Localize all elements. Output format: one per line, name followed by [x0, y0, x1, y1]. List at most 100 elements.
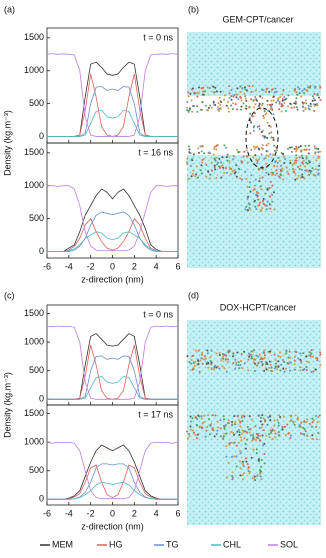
- molecule-dot: [290, 106, 293, 109]
- molecule-dot: [197, 147, 200, 150]
- molecule-dot: [275, 172, 278, 175]
- molecule-dot: [231, 107, 234, 110]
- molecule-dot: [301, 173, 304, 176]
- molecule-dot: [260, 188, 263, 191]
- molecule-dot: [315, 159, 318, 162]
- molecule-dot: [235, 455, 238, 458]
- molecule-dot: [241, 367, 244, 370]
- molecule-dot: [195, 424, 198, 427]
- molecule-dot: [196, 433, 199, 436]
- molecule-dot: [224, 94, 227, 97]
- molecule-dot: [275, 169, 278, 172]
- molecule-dot: [263, 349, 266, 352]
- molecule-dot: [317, 96, 320, 99]
- molecule-dot: [268, 90, 271, 93]
- molecule-dot: [262, 200, 265, 203]
- molecule-dot: [262, 352, 265, 355]
- molecule-dot: [281, 99, 284, 102]
- molecule-dot: [237, 429, 240, 432]
- molecule-dot: [261, 206, 264, 209]
- molecule-dot: [295, 150, 298, 153]
- molecule-dot: [271, 171, 274, 174]
- molecule-dot: [262, 197, 265, 200]
- molecule-dot: [281, 97, 284, 100]
- molecule-dot: [240, 415, 243, 418]
- molecule-dot: [187, 95, 190, 98]
- molecule-dot: [258, 180, 261, 183]
- molecule-dot: [302, 159, 305, 162]
- molecule-dot: [258, 102, 261, 105]
- molecule-dot: [289, 146, 292, 149]
- molecule-dot: [243, 86, 246, 89]
- molecule-dot: [313, 104, 316, 107]
- molecule-dot: [284, 98, 287, 101]
- molecule-dot: [215, 176, 218, 179]
- molecule-dot: [308, 422, 311, 425]
- molecule-dot: [232, 476, 235, 479]
- molecule-dot: [251, 434, 254, 437]
- molecule-dot: [245, 155, 248, 158]
- molecule-dot: [305, 421, 308, 424]
- molecule-dot: [288, 362, 291, 365]
- molecule-dot: [300, 421, 303, 424]
- molecule-dot: [199, 359, 202, 362]
- molecule-dot: [197, 363, 200, 366]
- molecule-dot: [200, 164, 203, 167]
- molecule-dot: [243, 92, 246, 95]
- molecule-dot: [302, 352, 305, 355]
- molecule-dot: [245, 205, 248, 208]
- molecule-dot: [317, 157, 320, 160]
- molecule-dot: [295, 145, 298, 148]
- series-line: [47, 464, 178, 500]
- molecule-dot: [303, 92, 306, 95]
- molecule-dot: [188, 148, 191, 151]
- molecule-dot: [319, 85, 322, 88]
- molecule-dot: [228, 160, 231, 163]
- molecule-dot: [313, 99, 316, 102]
- molecule-dot: [274, 161, 277, 164]
- molecule-dot: [280, 363, 283, 366]
- molecule-dot: [299, 164, 302, 167]
- molecule-dot: [242, 463, 245, 466]
- molecule-dot: [259, 469, 262, 472]
- legend-label: CHL: [223, 539, 241, 549]
- molecule-dot: [318, 414, 321, 417]
- molecule-dot: [262, 444, 265, 447]
- molecule-dot: [229, 172, 232, 175]
- series-line: [47, 463, 178, 500]
- molecule-dot: [194, 349, 197, 352]
- y-tick-label: 0: [39, 246, 44, 256]
- molecule-dot: [191, 417, 194, 420]
- molecule-dot: [189, 152, 192, 155]
- molecule-dot: [300, 154, 303, 157]
- y-tick-label: 500: [29, 365, 44, 375]
- molecule-dot: [240, 96, 243, 99]
- molecule-dot: [202, 414, 205, 417]
- molecule-dot: [266, 423, 269, 426]
- molecule-dot: [258, 177, 261, 180]
- molecule-dot: [225, 432, 228, 435]
- molecule-dot: [194, 433, 197, 436]
- molecule-dot: [225, 370, 228, 373]
- molecule-dot: [317, 168, 320, 171]
- molecule-dot: [228, 85, 231, 88]
- molecule-dot: [261, 423, 264, 426]
- molecule-dot: [261, 134, 264, 137]
- molecule-dot: [207, 414, 210, 417]
- molecule-dot: [315, 147, 318, 150]
- molecule-dot: [197, 350, 200, 353]
- molecule-dot: [231, 471, 234, 474]
- molecule-dot: [262, 357, 265, 360]
- series-line: [47, 481, 178, 500]
- molecule-dot: [250, 90, 253, 93]
- molecule-dot: [293, 363, 296, 366]
- molecule-dot: [303, 367, 306, 370]
- molecule-dot: [192, 169, 195, 172]
- molecule-dot: [276, 161, 279, 164]
- molecule-dot: [270, 136, 273, 139]
- molecule-dot: [251, 350, 254, 353]
- series-line: [46, 325, 179, 400]
- annotation: t = 17 ns: [138, 409, 173, 419]
- molecule-dot: [256, 195, 259, 198]
- legend-label: MEM: [52, 539, 73, 549]
